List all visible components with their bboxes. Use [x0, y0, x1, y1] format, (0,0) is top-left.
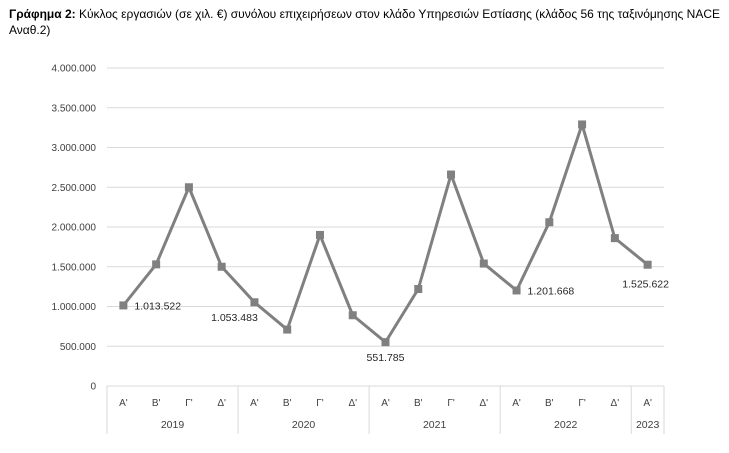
x-tick-label: Γ' — [316, 398, 324, 409]
data-point — [250, 298, 259, 307]
data-point — [643, 260, 652, 269]
data-point — [578, 120, 587, 129]
x-tick-label: Α' — [381, 398, 390, 409]
y-tick-label: 1.500.000 — [52, 262, 97, 273]
x-tick-label: Δ' — [217, 398, 226, 409]
figure-caption-label: Γράφημα 2: — [9, 7, 76, 21]
data-point — [414, 285, 423, 294]
series-markers — [119, 120, 652, 347]
data-label: 1.053.483 — [211, 312, 258, 324]
x-tick-label: Α' — [643, 398, 652, 409]
x-year-label: 2023 — [636, 419, 660, 431]
data-point — [545, 218, 554, 227]
data-point — [447, 170, 456, 179]
y-tick-label: 2.000.000 — [52, 223, 97, 234]
x-tick-label: Β' — [152, 398, 161, 409]
y-tick-label: 3.500.000 — [52, 103, 97, 114]
x-tick-label: Δ' — [479, 398, 488, 409]
y-tick-label: 3.000.000 — [52, 143, 97, 154]
x-tick-label: Β' — [545, 398, 554, 409]
figure-caption-text: Κύκλος εργασιών (σε χιλ. €) συνόλου επιχ… — [9, 7, 720, 37]
data-point — [512, 286, 521, 295]
data-point — [184, 183, 193, 192]
x-tick-label: Α' — [119, 398, 128, 409]
y-tick-label: 4.000.000 — [52, 64, 97, 75]
data-point — [217, 262, 226, 271]
data-point — [348, 311, 357, 320]
y-tick-label: 2.500.000 — [52, 183, 97, 194]
data-label: 1.525.622 — [622, 279, 669, 291]
x-tick-label: Α' — [512, 398, 521, 409]
x-year-label: 2020 — [292, 419, 316, 431]
x-tick-label: Γ' — [447, 398, 455, 409]
y-tick-label: 500.000 — [60, 342, 97, 353]
figure-caption: Γράφημα 2: Κύκλος εργασιών (σε χιλ. €) σ… — [9, 6, 721, 38]
gridlines — [107, 67, 664, 387]
x-tick-label: Γ' — [185, 398, 193, 409]
data-label: 1.201.668 — [528, 285, 575, 297]
x-tick-label: Α' — [250, 398, 259, 409]
y-tick-label: 0 — [90, 382, 96, 393]
x-year-label: 2022 — [554, 419, 578, 431]
y-tick-label: 1.000.000 — [52, 302, 97, 313]
data-label: 1.013.522 — [134, 300, 181, 312]
data-label: 551.785 — [367, 352, 405, 364]
x-tick-label: Δ' — [348, 398, 357, 409]
x-tick-label: Β' — [414, 398, 423, 409]
y-axis-tick-labels: 0 500.000 1.000.000 1.500.000 2.000.000 2.500… — [52, 64, 97, 393]
series-line — [122, 122, 649, 344]
data-point — [152, 260, 161, 269]
data-point — [315, 230, 324, 239]
data-point — [610, 234, 619, 243]
x-tick-label: Γ' — [578, 398, 586, 409]
x-tick-label: Δ' — [611, 398, 620, 409]
x-year-label: 2019 — [161, 419, 185, 431]
x-year-label: 2021 — [423, 419, 447, 431]
x-tick-label: Β' — [283, 398, 292, 409]
data-point — [119, 301, 128, 310]
data-point — [479, 259, 488, 268]
data-point — [381, 338, 390, 347]
data-point — [283, 325, 292, 334]
series-path — [122, 122, 649, 344]
data-labels: 1.013.522 1.053.483 551.785 1.201.668 1.525.… — [134, 279, 669, 364]
x-axis: Α' Β' Γ' Δ' Α' Β' Γ' Δ' Α' Β' Γ' Δ' Α' Β' Γ' Δ' Α' 2019 20… — [106, 386, 665, 434]
